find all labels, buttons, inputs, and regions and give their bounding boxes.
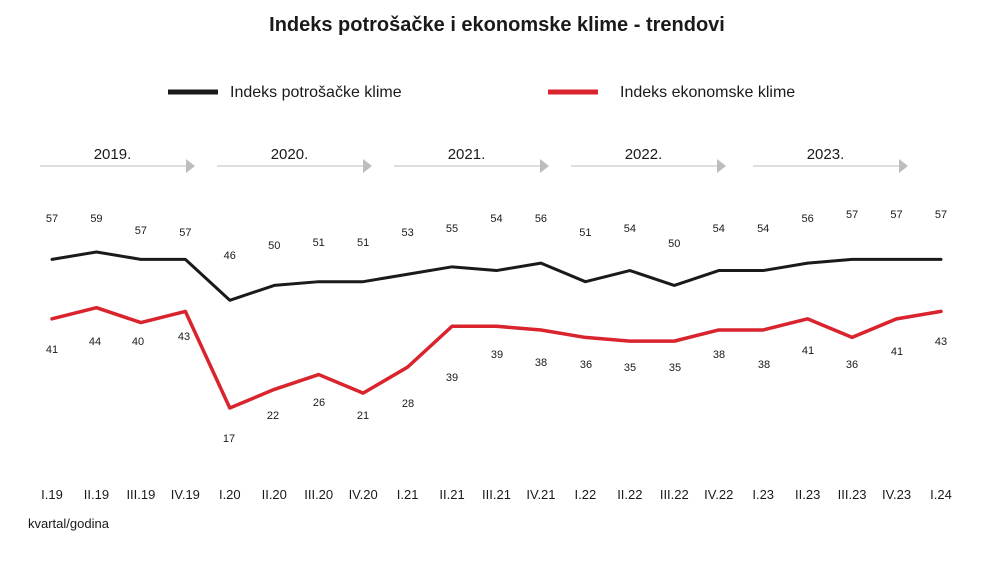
economic-data-label: 28 (402, 398, 414, 410)
economic-data-label: 38 (535, 357, 547, 369)
consumer-data-label: 53 (401, 227, 413, 239)
x-tick-label: IV.23 (882, 487, 911, 502)
legend: Indeks potrošačke klime Indeks ekonomske … (168, 84, 795, 101)
consumer-data-label: 57 (135, 225, 147, 237)
consumer-data-label: 54 (757, 223, 769, 235)
consumer-data-label: 51 (579, 227, 591, 239)
economic-data-label: 44 (89, 336, 101, 348)
x-tick-label: II.23 (795, 487, 820, 502)
x-tick-label: I.20 (219, 487, 241, 502)
economic-data-label: 22 (267, 410, 279, 422)
year-label: 2020. (271, 146, 309, 163)
consumer-data-label: 54 (490, 213, 502, 225)
x-axis-title: kvartal/godina (28, 516, 110, 531)
x-tick-label: I.21 (397, 487, 419, 502)
consumer-data-label: 57 (890, 209, 902, 221)
x-tick-label: III.21 (482, 487, 511, 502)
economic-data-label: 43 (935, 336, 947, 348)
legend-label-2: Indeks ekonomske klime (620, 84, 795, 101)
consumer-data-label: 57 (46, 213, 58, 225)
x-tick-label: II.19 (84, 487, 109, 502)
economic-data-label: 36 (580, 359, 592, 371)
year-arrow-head (899, 159, 908, 173)
year-arrow-head (186, 159, 195, 173)
x-tick-label: I.19 (41, 487, 63, 502)
consumer-data-label: 59 (90, 213, 102, 225)
economic-data-label: 21 (357, 410, 369, 422)
year-label: 2021. (448, 146, 486, 163)
consumer-data-label: 46 (224, 250, 236, 262)
year-label: 2022. (625, 146, 663, 163)
economic-data-label: 35 (624, 362, 636, 374)
economic-data-label: 41 (46, 344, 58, 356)
year-arrows: 2019. 2020. 2021. 2022. 2023. (40, 146, 908, 173)
consumer-data-label: 50 (268, 240, 280, 252)
x-tick-label: IV.20 (349, 487, 378, 502)
consumer-data-label: 57 (846, 209, 858, 221)
x-tick-label: II.21 (439, 487, 464, 502)
consumer-data-label: 50 (668, 238, 680, 250)
consumer-data-label: 51 (313, 237, 325, 249)
economic-data-label: 39 (491, 349, 503, 361)
economic-data-label: 36 (846, 359, 858, 371)
consumer-data-label: 56 (535, 213, 547, 225)
chart-title: Indeks potrošačke i ekonomske klime - tr… (269, 14, 725, 36)
consumer-data-label: 57 (935, 209, 947, 221)
year-arrow-head (540, 159, 549, 173)
x-tick-label: III.22 (660, 487, 689, 502)
economic-data-label: 35 (669, 362, 681, 374)
series-line-consumer (50, 250, 943, 302)
economic-data-label: 26 (313, 397, 325, 409)
x-tick-label: I.23 (752, 487, 774, 502)
consumer-data-label: 54 (624, 223, 636, 235)
x-tick-label: I.22 (575, 487, 597, 502)
consumer-data-label: 55 (446, 223, 458, 235)
x-axis-ticks: I.19 II.19 III.19 IV.19 I.20 II.20 III.20 IV.20… (41, 487, 952, 502)
year-arrow-head (717, 159, 726, 173)
consumer-data-label: 56 (802, 213, 814, 225)
legend-label-1: Indeks potrošačke klime (230, 84, 402, 101)
x-tick-label: III.19 (126, 487, 155, 502)
x-tick-label: III.23 (838, 487, 867, 502)
economic-data-label: 38 (758, 359, 770, 371)
economic-data-label: 38 (713, 349, 725, 361)
x-tick-label: II.22 (617, 487, 642, 502)
x-tick-label: II.20 (262, 487, 287, 502)
x-tick-label: IV.19 (171, 487, 200, 502)
x-tick-label: III.20 (304, 487, 333, 502)
year-label: 2019. (94, 146, 132, 163)
consumer-data-label: 51 (357, 237, 369, 249)
consumer-data-label: 54 (713, 223, 725, 235)
economic-data-label: 41 (891, 346, 903, 358)
series-lines (50, 250, 943, 410)
economic-data-label: 17 (223, 433, 235, 445)
economic-data-label: 40 (132, 336, 144, 348)
economic-data-label: 39 (446, 372, 458, 384)
year-arrow-head (363, 159, 372, 173)
consumer-data-label: 57 (179, 227, 191, 239)
year-label: 2023. (807, 146, 845, 163)
economic-data-label: 41 (802, 345, 814, 357)
x-tick-label: IV.22 (704, 487, 733, 502)
economic-data-label: 43 (178, 331, 190, 343)
x-tick-label: I.24 (930, 487, 952, 502)
x-tick-label: IV.21 (526, 487, 555, 502)
data-labels: 57 59 57 57 46 50 51 51 53 55 54 56 51 54 50 54 54 56 57 57… (46, 209, 947, 445)
